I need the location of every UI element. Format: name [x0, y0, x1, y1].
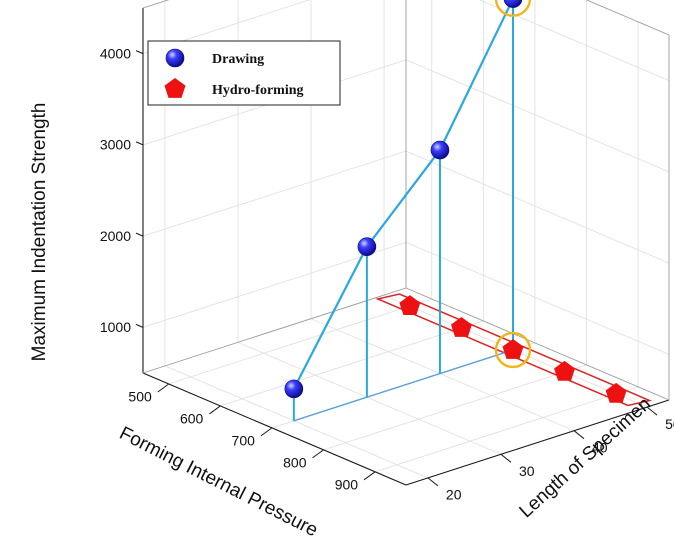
z-tick-mark — [135, 50, 144, 55]
x-tick-mark — [260, 427, 273, 437]
z-tick-mark — [135, 232, 144, 237]
floor-projection-line — [439, 349, 514, 375]
drawing-point — [357, 237, 377, 256]
x-tick-label: 600 — [180, 411, 204, 427]
x-axis-line — [142, 372, 407, 486]
axis-frame — [142, 0, 670, 486]
y-tick-label: 50 — [665, 416, 674, 432]
hydro-forming-point — [554, 360, 575, 381]
x-tick-label: 900 — [335, 477, 359, 493]
z-tick-label: 4000 — [100, 45, 131, 61]
x-tick-label: 800 — [283, 455, 307, 471]
grid-line — [237, 341, 502, 455]
y-tick-mark — [500, 453, 512, 463]
frame-edge — [585, 0, 670, 36]
legend-hydro-forming-label: Hydro-forming — [212, 83, 304, 98]
y-tick-mark — [573, 430, 585, 440]
drawing-point — [284, 379, 304, 399]
y-tick-mark — [646, 406, 658, 416]
drawing-point — [503, 0, 523, 8]
z-tick-label: 2000 — [100, 228, 131, 244]
highlight-ring — [494, 0, 532, 17]
grid-line — [374, 386, 639, 473]
y-axis-title: Length of Specimen — [515, 394, 655, 523]
grid-line — [168, 298, 432, 385]
legend-drawing-marker — [165, 48, 185, 68]
grid-line — [405, 242, 670, 355]
tick-labels: 1000 2000 3000 4000 500 600 700 800 900 20 30 40 50 — [100, 45, 674, 502]
hydro-forming-point — [451, 317, 472, 337]
x-tick-mark — [363, 471, 376, 481]
x-tick-mark — [312, 449, 324, 459]
hydro-forming-envelope — [375, 293, 653, 407]
drawing-point — [430, 140, 450, 160]
z-axis-title: Maximum Indentation Strength — [29, 103, 50, 362]
y-tick-label: 40 — [592, 439, 608, 455]
grid-line — [405, 150, 670, 264]
grid-line — [310, 318, 575, 432]
x-tick-label: 700 — [232, 433, 256, 449]
grid-line — [142, 150, 407, 237]
highlight-ring — [494, 331, 532, 369]
y-tick-mark — [427, 477, 439, 487]
z-tick-mark — [135, 141, 144, 146]
x-tick-mark — [209, 405, 221, 415]
grid-line — [478, 0, 670, 81]
x-tick-label: 500 — [128, 389, 152, 405]
x-axis-title: Forming Internal Pressure — [116, 423, 321, 541]
y-tick-label: 30 — [519, 463, 535, 479]
z-tick-label: 1000 — [100, 319, 131, 335]
hydro-forming-point — [502, 339, 524, 359]
x-tick-mark — [157, 383, 170, 393]
y-tick-label: 20 — [446, 487, 462, 503]
y-axis-line — [405, 399, 670, 486]
legend: Drawing Hydro-forming — [147, 40, 341, 106]
frame-edge — [405, 287, 670, 401]
drawing-series-line — [292, 0, 514, 390]
tick-marks — [135, 50, 658, 487]
z-tick-mark — [135, 323, 144, 328]
grid-line — [164, 365, 429, 479]
data-series — [284, 0, 653, 422]
hydro-forming-point — [605, 382, 627, 403]
grid-line — [142, 0, 311, 55]
grid-lines — [142, 0, 670, 479]
z-tick-label: 3000 — [100, 137, 131, 153]
legend-drawing-label: Drawing — [212, 52, 264, 67]
floor-projection-line — [366, 372, 441, 398]
floor-projection-line — [293, 396, 368, 422]
hydro-forming-point — [399, 295, 421, 315]
grid-line — [405, 59, 670, 173]
legend-hydro-forming-marker — [164, 78, 186, 98]
frame-edge — [142, 287, 407, 374]
grid-line — [323, 364, 587, 451]
back-wall-right — [406, 0, 669, 400]
